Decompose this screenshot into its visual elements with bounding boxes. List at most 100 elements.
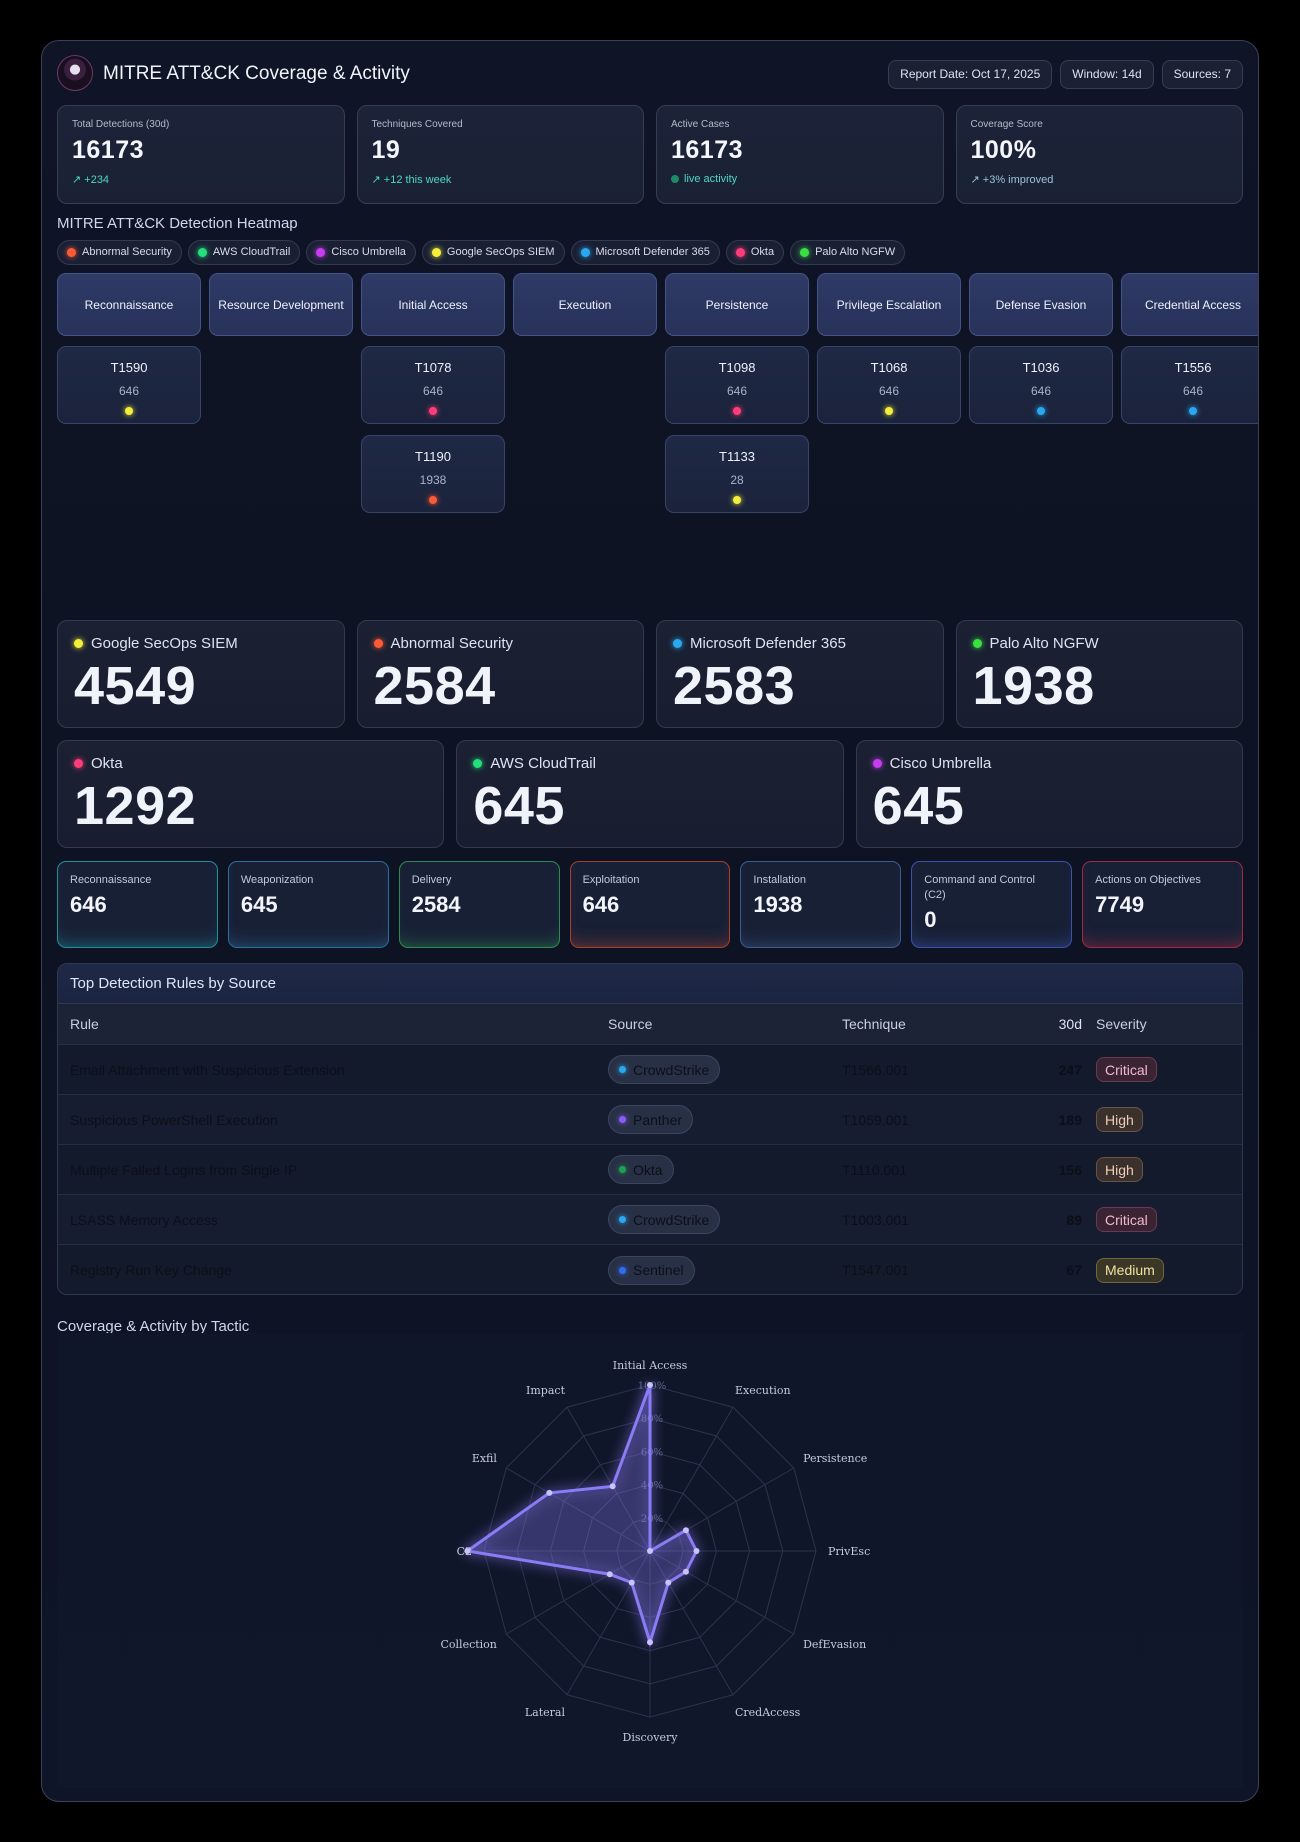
tactic-defense-evasion[interactable]: Defense Evasion xyxy=(969,273,1113,336)
kill-chain-row: Reconnaissance 646 Weaponization 645 Deliv… xyxy=(57,861,1243,948)
radar-axis-label: DefEvasion xyxy=(803,1638,866,1651)
source-cards-row-2: Okta 1292 AWS CloudTrail 645 Cisco Umbre… xyxy=(57,740,1243,848)
kill-chain-label: Installation xyxy=(753,874,807,886)
source-dot-icon xyxy=(733,407,741,415)
legend-item[interactable]: AWS CloudTrail xyxy=(187,240,301,265)
technique-cell[interactable]: T1556 646 xyxy=(1121,346,1258,424)
technique-cell[interactable]: T1036 646 xyxy=(969,346,1113,424)
kpi-live-status: live activity xyxy=(671,173,929,185)
tactic-initial-access[interactable]: Initial Access xyxy=(361,273,505,336)
kpi-coverage-score: Coverage Score 100% ↗ +3% improved xyxy=(955,105,1243,204)
source-card[interactable]: Cisco Umbrella 645 xyxy=(855,740,1243,848)
source-card[interactable]: Okta 1292 xyxy=(57,740,445,848)
col-header-rule[interactable]: Rule xyxy=(70,1016,99,1032)
col-header-source[interactable]: Source xyxy=(608,1016,653,1032)
kill-chain-card[interactable]: Weaponization 645 xyxy=(227,861,389,948)
legend-label: Cisco Umbrella xyxy=(331,246,406,258)
technique-cell[interactable]: T1068 646 xyxy=(817,346,961,424)
technique-cell[interactable]: T1098 646 xyxy=(665,346,809,424)
kill-chain-value: 645 xyxy=(240,892,278,917)
technique-id: T1059.001 xyxy=(842,1111,909,1128)
tactic-resource-development[interactable]: Resource Development xyxy=(209,273,353,336)
technique-count: 646 xyxy=(422,384,444,398)
rules-table: Top Detection Rules by Source Rule Sourc… xyxy=(57,963,1243,1295)
table-row[interactable]: Email Attachment with Suspicious Extensi… xyxy=(58,1045,1242,1095)
radar-axis-label: Exfil xyxy=(472,1452,498,1465)
radar-point xyxy=(665,1579,672,1586)
technique-cell[interactable]: T1078 646 xyxy=(361,346,505,424)
tactic-privilege-escalation[interactable]: Privilege Escalation xyxy=(817,273,961,336)
severity-badge: High xyxy=(1096,1107,1143,1132)
col-header-30d[interactable]: 30d xyxy=(1058,1016,1082,1032)
technique-id: T1556 xyxy=(1174,360,1212,375)
legend-item[interactable]: Microsoft Defender 365 xyxy=(570,240,720,265)
kpi-value: 19 xyxy=(371,136,401,164)
kill-chain-value: 1938 xyxy=(753,892,803,917)
detection-count: 89 xyxy=(1066,1211,1082,1228)
kpi-label: Total Detections (30d) xyxy=(72,119,170,130)
table-row[interactable]: Multiple Failed Logins from Single IP Ok… xyxy=(58,1145,1242,1195)
tactic-reconnaissance[interactable]: Reconnaissance xyxy=(57,273,201,336)
detection-count: 156 xyxy=(1058,1161,1082,1178)
source-card[interactable]: Abnormal Security 2584 xyxy=(356,620,644,728)
legend-item[interactable]: Okta xyxy=(725,240,785,265)
legend-dot-icon xyxy=(197,248,207,257)
severity-cell: Medium xyxy=(1096,1245,1164,1294)
severity-badge: Medium xyxy=(1096,1257,1164,1283)
source-card[interactable]: Microsoft Defender 365 2583 xyxy=(656,620,944,728)
technique-cell[interactable]: T1190 1938 xyxy=(361,435,505,513)
severity-cell: High xyxy=(1096,1095,1143,1144)
dashboard-frame: MITRE ATT&CK Coverage & Activity Report … xyxy=(41,40,1259,1802)
source-name-row: Microsoft Defender 365 xyxy=(673,635,927,652)
tactic-persistence[interactable]: Persistence xyxy=(665,273,809,336)
kill-chain-card[interactable]: Installation 1938 xyxy=(740,861,902,948)
legend-item[interactable]: Palo Alto NGFW xyxy=(790,240,906,265)
col-header-severity[interactable]: Severity xyxy=(1096,1016,1147,1032)
legend-item[interactable]: Cisco Umbrella xyxy=(306,240,416,265)
source-card[interactable]: Google SecOps SIEM 4549 xyxy=(57,620,345,728)
detection-count: 247 xyxy=(1058,1061,1082,1078)
source-count: 4549 xyxy=(74,656,197,716)
window-pill[interactable]: Window: 14d xyxy=(1060,60,1154,89)
source-cell: CrowdStrike xyxy=(608,1195,721,1244)
live-dot-icon xyxy=(671,175,679,183)
report-date-pill[interactable]: Report Date: Oct 17, 2025 xyxy=(888,60,1053,89)
kill-chain-card[interactable]: Actions on Objectives 7749 xyxy=(1082,861,1243,948)
technique-cell[interactable]: T1133 28 xyxy=(665,435,809,513)
sources-pill[interactable]: Sources: 7 xyxy=(1161,60,1243,89)
table-row[interactable]: Registry Run Key Change Sentinel T1547.0… xyxy=(58,1245,1242,1294)
table-row[interactable]: LSASS Memory Access CrowdStrike T1003.00… xyxy=(58,1195,1242,1245)
legend-label: Palo Alto NGFW xyxy=(815,246,896,258)
source-dot-icon xyxy=(1189,407,1197,415)
radar-axis-label: Persistence xyxy=(803,1452,867,1465)
col-header-technique[interactable]: Technique xyxy=(842,1016,906,1032)
source-badge: Sentinel xyxy=(608,1255,695,1285)
legend-dot-icon xyxy=(580,248,590,257)
kill-chain-card[interactable]: Delivery 2584 xyxy=(398,861,560,948)
tactic-execution[interactable]: Execution xyxy=(513,273,657,336)
technique-id: T1566.001 xyxy=(842,1061,909,1078)
radar-point xyxy=(628,1579,635,1586)
kill-chain-card[interactable]: Reconnaissance 646 xyxy=(57,861,218,948)
source-name-row: Abnormal Security xyxy=(373,635,628,652)
legend-item[interactable]: Google SecOps SIEM xyxy=(421,240,565,265)
radar-axis-label: Discovery xyxy=(623,1731,679,1744)
detection-count: 67 xyxy=(1066,1262,1082,1278)
source-card[interactable]: Palo Alto NGFW 1938 xyxy=(955,620,1243,728)
kill-chain-card[interactable]: Exploitation 646 xyxy=(569,861,731,948)
legend-item[interactable]: Abnormal Security xyxy=(57,240,182,265)
technique-id: T1133 xyxy=(719,449,755,464)
legend-dot-icon xyxy=(431,248,441,257)
table-row[interactable]: Suspicious PowerShell Execution Panther … xyxy=(58,1095,1242,1145)
kill-chain-value: 646 xyxy=(70,892,107,917)
kill-chain-label: Delivery xyxy=(411,874,452,886)
tactic-credential-access[interactable]: Credential Access xyxy=(1121,273,1258,336)
source-count: 2583 xyxy=(673,656,796,716)
technique-cell[interactable]: T1590 646 xyxy=(57,346,201,424)
technique-count: 28 xyxy=(730,473,744,487)
severity-cell: High xyxy=(1096,1145,1143,1194)
legend-dot-icon xyxy=(67,248,76,257)
kill-chain-card[interactable]: Command and Control (C2) 0 xyxy=(911,861,1073,948)
radar-chart: 20%40%60%80%100%Initial AccessExecutionP… xyxy=(441,1359,871,1744)
source-card[interactable]: AWS CloudTrail 645 xyxy=(456,740,844,848)
